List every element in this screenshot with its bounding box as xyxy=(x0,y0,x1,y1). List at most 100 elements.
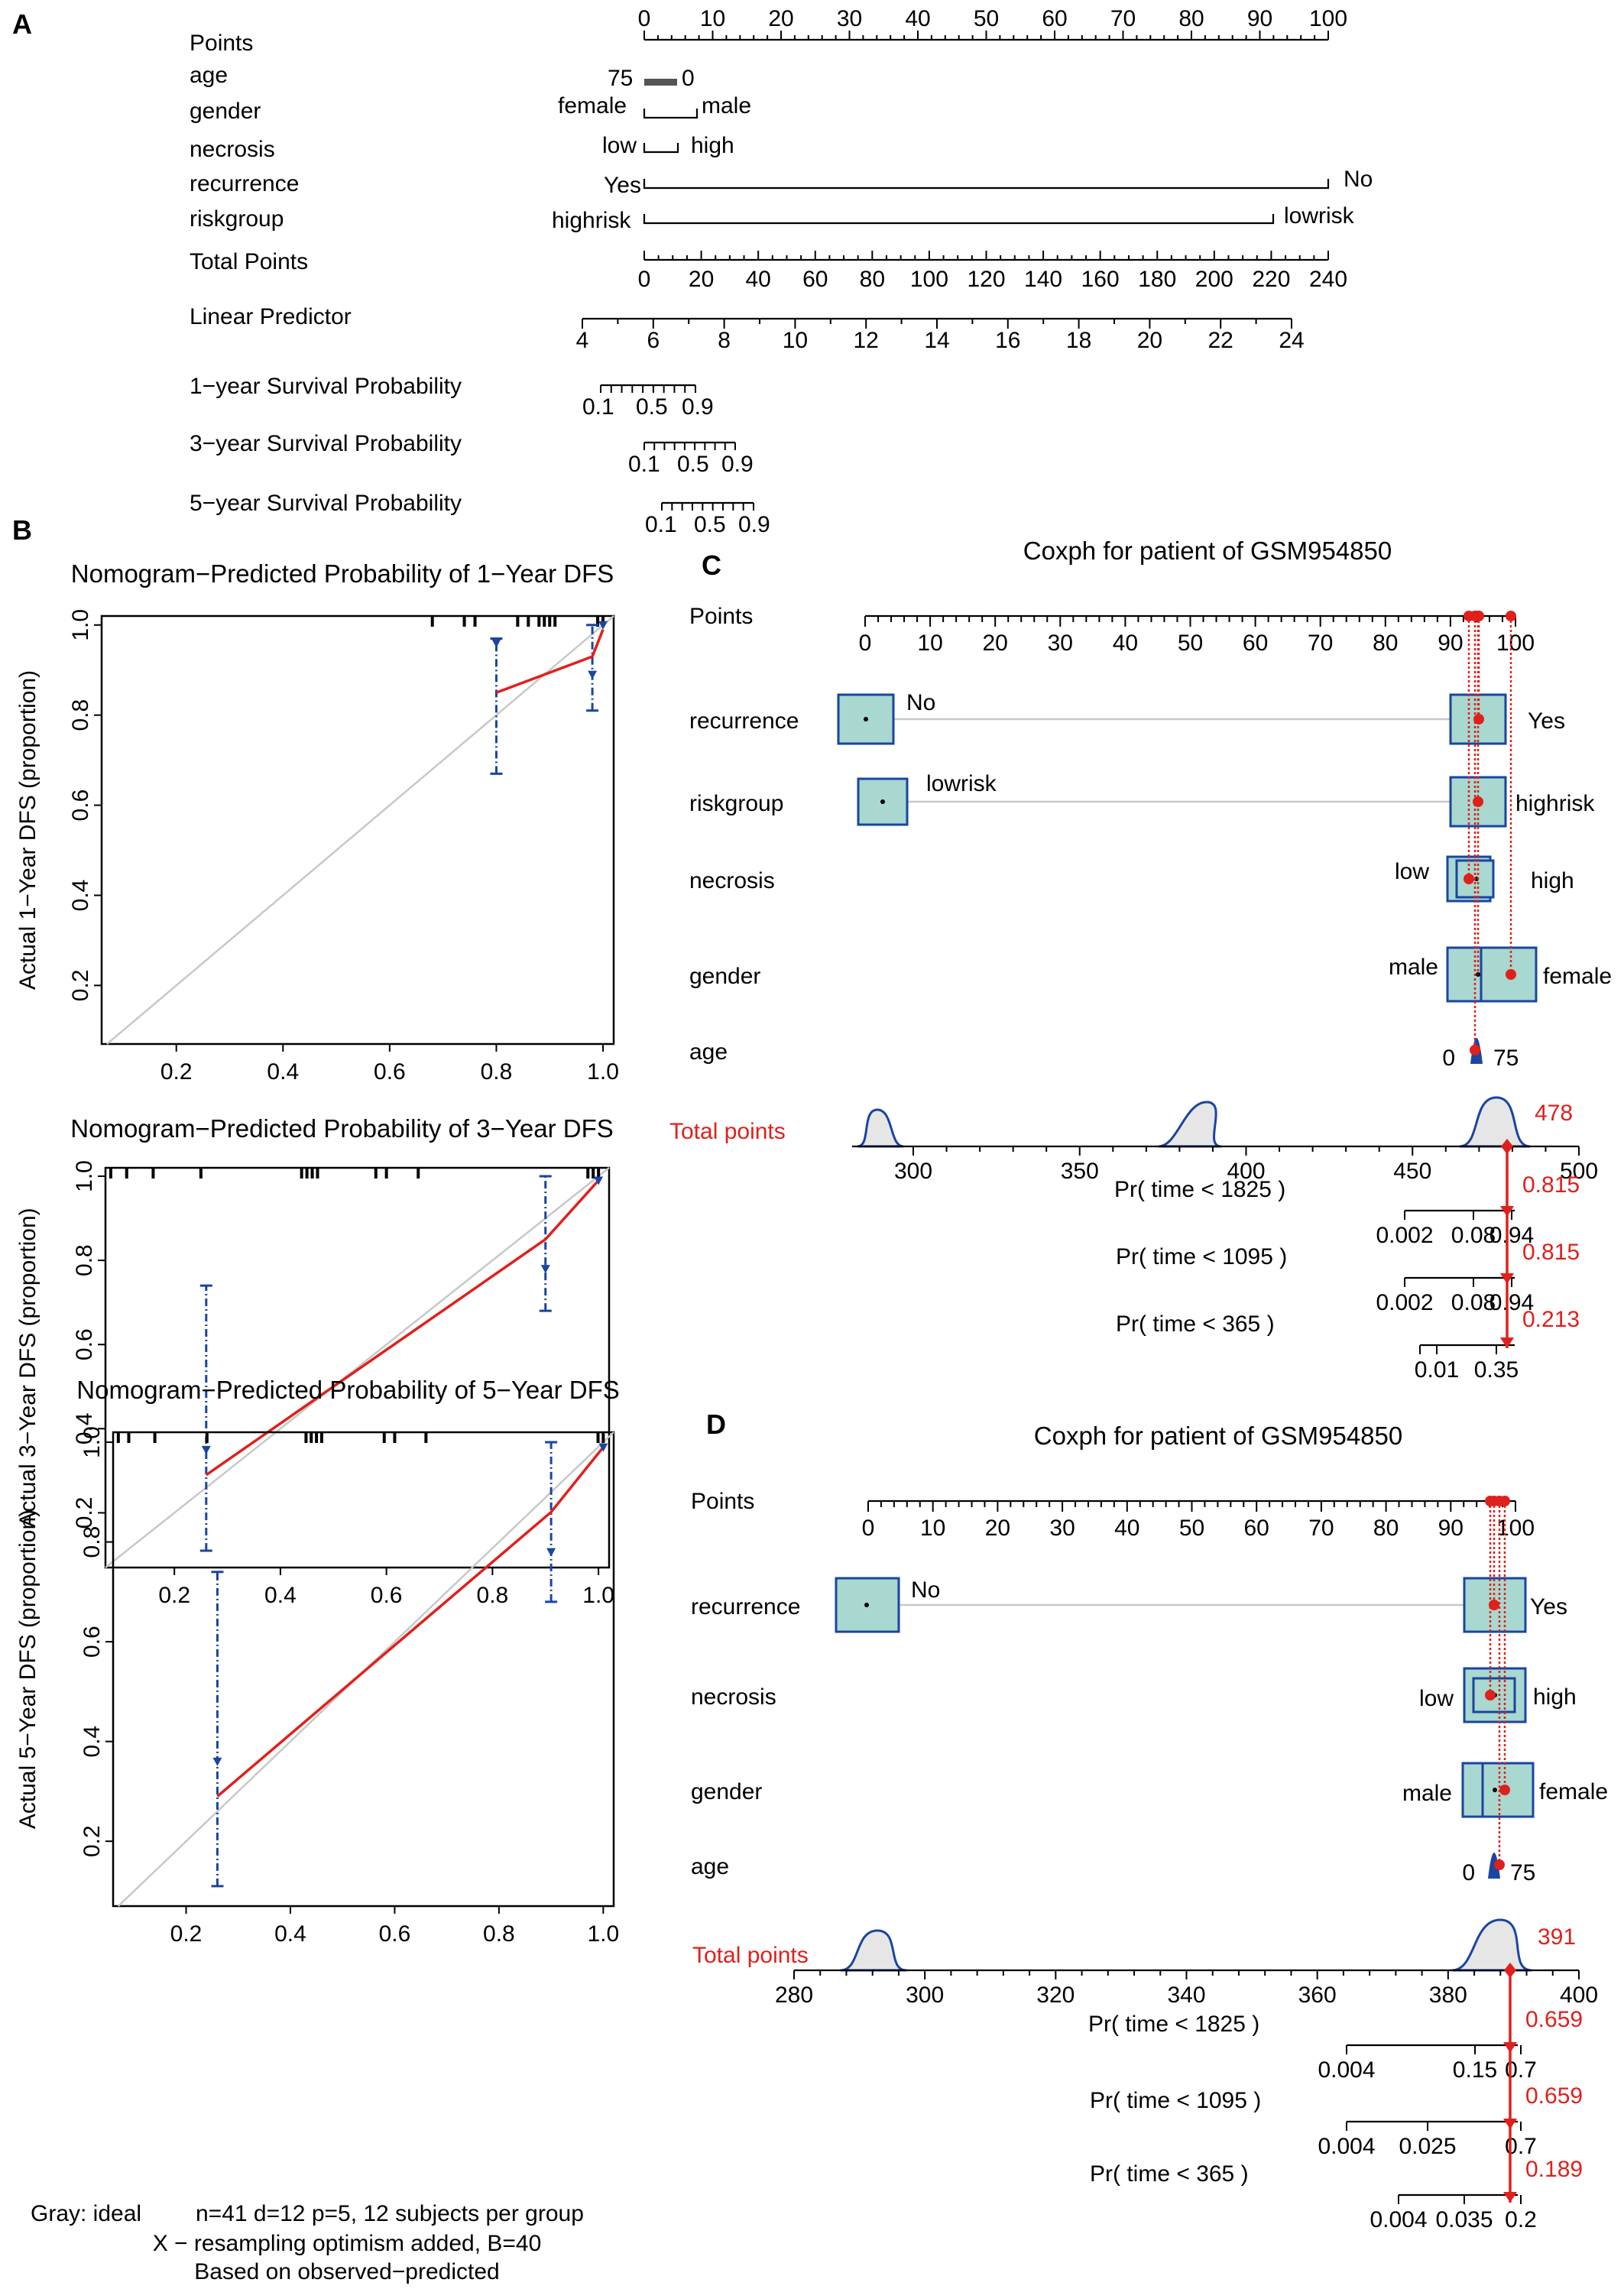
coxph-points-tick-label: 20 xyxy=(985,1516,1010,1541)
nomo-points-axis: 0 10 20 30 40 50 60 70 80 90 100 xyxy=(638,6,1347,41)
nomo-total-tick-label: 140 xyxy=(1024,267,1062,292)
coxph-points-tick-label: 40 xyxy=(1113,631,1138,656)
coxph-total-density xyxy=(840,1929,907,1972)
x-tick-label: 0.2 xyxy=(170,1921,203,1947)
observed-point xyxy=(212,1757,222,1766)
coxph-points-tick-label: 80 xyxy=(1373,631,1398,656)
nomo-surv5-tick-2: 0.9 xyxy=(738,512,770,537)
coxph-prob-tick-label: 0.08 xyxy=(1451,1223,1496,1248)
coxph-arrow-head xyxy=(1503,2119,1517,2129)
nomo-riskgroup-highrisk: highrisk xyxy=(552,208,631,233)
coxph-arrow-head xyxy=(1500,1273,1514,1284)
y-tick-label: 0.8 xyxy=(68,699,93,731)
coxph-right-level: high xyxy=(1531,868,1574,893)
coxph-level-box xyxy=(1472,1677,1516,1714)
observed-point xyxy=(598,1443,608,1452)
nomo-recurrence-no: No xyxy=(1344,167,1373,192)
coxph-prob-tick-label: 0.035 xyxy=(1435,2207,1493,2232)
coxph-level-dot xyxy=(880,799,885,804)
coxph-prob-tick-label: 0.002 xyxy=(1376,1223,1433,1248)
coxph-points-tick-label: 100 xyxy=(1496,1516,1535,1541)
coxph-prob-label: Pr( time < 1095 ) xyxy=(1116,1244,1287,1269)
x-tick-label: 0.6 xyxy=(371,1583,403,1608)
nomo-surv3-tick-1: 0.5 xyxy=(677,452,709,477)
coxph-prob-tick-label: 0.002 xyxy=(1376,1290,1433,1315)
coxph-total-tick-label: 400 xyxy=(1560,1983,1598,2008)
y-tick-label: 1.0 xyxy=(79,1426,105,1458)
nomo-total-tick-label: 0 xyxy=(638,267,651,292)
coxph-points-tick-label: 50 xyxy=(1179,1516,1204,1541)
coxph-points-marker xyxy=(1506,611,1516,621)
coxph-prob-value: 0.189 xyxy=(1525,2157,1583,2182)
nomo-age-scale: 75 0 xyxy=(608,66,695,91)
nomo-total-tick-label: 180 xyxy=(1138,267,1176,292)
nomo-lp-tick-label: 16 xyxy=(995,328,1020,353)
coxph-total-tick-label: 360 xyxy=(1298,1983,1337,2008)
coxph-left-level: male xyxy=(1402,1781,1452,1806)
coxph-points-tick-label: 30 xyxy=(1048,631,1073,656)
observed-point xyxy=(588,670,598,679)
coxph-right-level: high xyxy=(1533,1684,1577,1710)
coxph-prob-tick-label: 0.01 xyxy=(1415,1357,1459,1383)
apparent-line xyxy=(205,1179,600,1477)
coxph-variable-label: age xyxy=(689,1039,728,1065)
coxph-points-tick-label: 0 xyxy=(859,631,872,656)
nomo-points-tick-label: 80 xyxy=(1178,6,1204,31)
coxph-left-level: low xyxy=(1419,1686,1454,1711)
y-tick-label: 0.8 xyxy=(72,1244,97,1276)
coxph-prob-tick-label: 0.08 xyxy=(1451,1290,1496,1315)
nomo-points-tick-label: 30 xyxy=(837,6,862,31)
ideal-line xyxy=(105,1167,610,1568)
nomo-gender-male: male xyxy=(702,93,751,118)
nomo-surv5-scale: 0.1 0.5 0.9 xyxy=(645,501,770,537)
coxph-prob-value: 0.815 xyxy=(1522,1172,1580,1198)
coxph-total-tick-label: 400 xyxy=(1227,1159,1265,1184)
coxph-patient-point xyxy=(1489,1600,1499,1610)
nomo-row-3yr-surv: 3−year Survival Probability xyxy=(190,431,462,456)
coxph-prob-value: 0.213 xyxy=(1522,1307,1580,1332)
coxph-variable-label: gender xyxy=(689,964,760,989)
nomo-surv5-tick-1: 0.5 xyxy=(694,512,726,537)
nomo-surv3-tick-2: 0.9 xyxy=(721,452,754,477)
x-tick-label: 1.0 xyxy=(582,1583,614,1608)
calibration-5yr: Nomogram−Predicted Probability of 5−Year… xyxy=(15,1376,620,1947)
coxph-prob-label: Pr( time < 365 ) xyxy=(1116,1311,1275,1337)
nomo-points-tick-label: 70 xyxy=(1110,6,1136,31)
observed-point xyxy=(598,621,608,630)
calibration-1yr: Nomogram−Predicted Probability of 1−Year… xyxy=(15,559,619,1085)
coxph-left-level: No xyxy=(906,690,935,715)
coxph-points-tick-label: 40 xyxy=(1114,1516,1139,1541)
observed-point xyxy=(594,1176,604,1185)
nomo-points-tick-label: 40 xyxy=(905,6,930,31)
nomo-gender-female: female xyxy=(558,93,627,118)
nomo-lp-tick-label: 22 xyxy=(1208,328,1233,353)
nomo-row-age: age xyxy=(190,63,228,88)
coxph-total-tick-label: 380 xyxy=(1429,1983,1467,2008)
nomo-lp-tick-label: 18 xyxy=(1066,328,1091,353)
coxph-prob-tick-label: 0.025 xyxy=(1399,2134,1456,2159)
nomo-surv1-tick-1: 0.5 xyxy=(636,394,668,420)
nomo-total-tick-label: 40 xyxy=(745,267,770,292)
ideal-line xyxy=(106,615,614,1045)
nomo-row-5yr-surv: 5−year Survival Probability xyxy=(190,491,462,516)
coxph-points-tick-label: 90 xyxy=(1438,1516,1464,1541)
nomo-points-tick-label: 10 xyxy=(700,6,725,31)
nomo-lp-tick-label: 20 xyxy=(1137,328,1162,353)
coxph-points-marker xyxy=(1473,611,1484,621)
apparent-line xyxy=(495,629,605,694)
nomo-total-tick-label: 160 xyxy=(1081,267,1120,292)
y-tick-label: 0.6 xyxy=(68,789,93,822)
y-tick-label: 0.4 xyxy=(79,1726,105,1758)
coxph-patient-point xyxy=(1470,1045,1480,1055)
nomo-total-tick-label: 220 xyxy=(1252,267,1290,292)
coxph-total-tick-label: 280 xyxy=(775,1983,813,2008)
coxph-points-tick-label: 100 xyxy=(1496,631,1535,656)
x-tick-label: 0.4 xyxy=(264,1583,297,1608)
observed-point xyxy=(546,1548,556,1557)
y-tick-label: 0.2 xyxy=(72,1497,97,1529)
calibration-frame xyxy=(112,1431,615,1908)
coxph-level-dot xyxy=(1493,1788,1497,1792)
x-tick-label: 1.0 xyxy=(587,1059,619,1085)
coxph-points-tick-label: 50 xyxy=(1178,631,1203,656)
footer-observed-predicted: Based on observed−predicted xyxy=(194,2259,499,2284)
